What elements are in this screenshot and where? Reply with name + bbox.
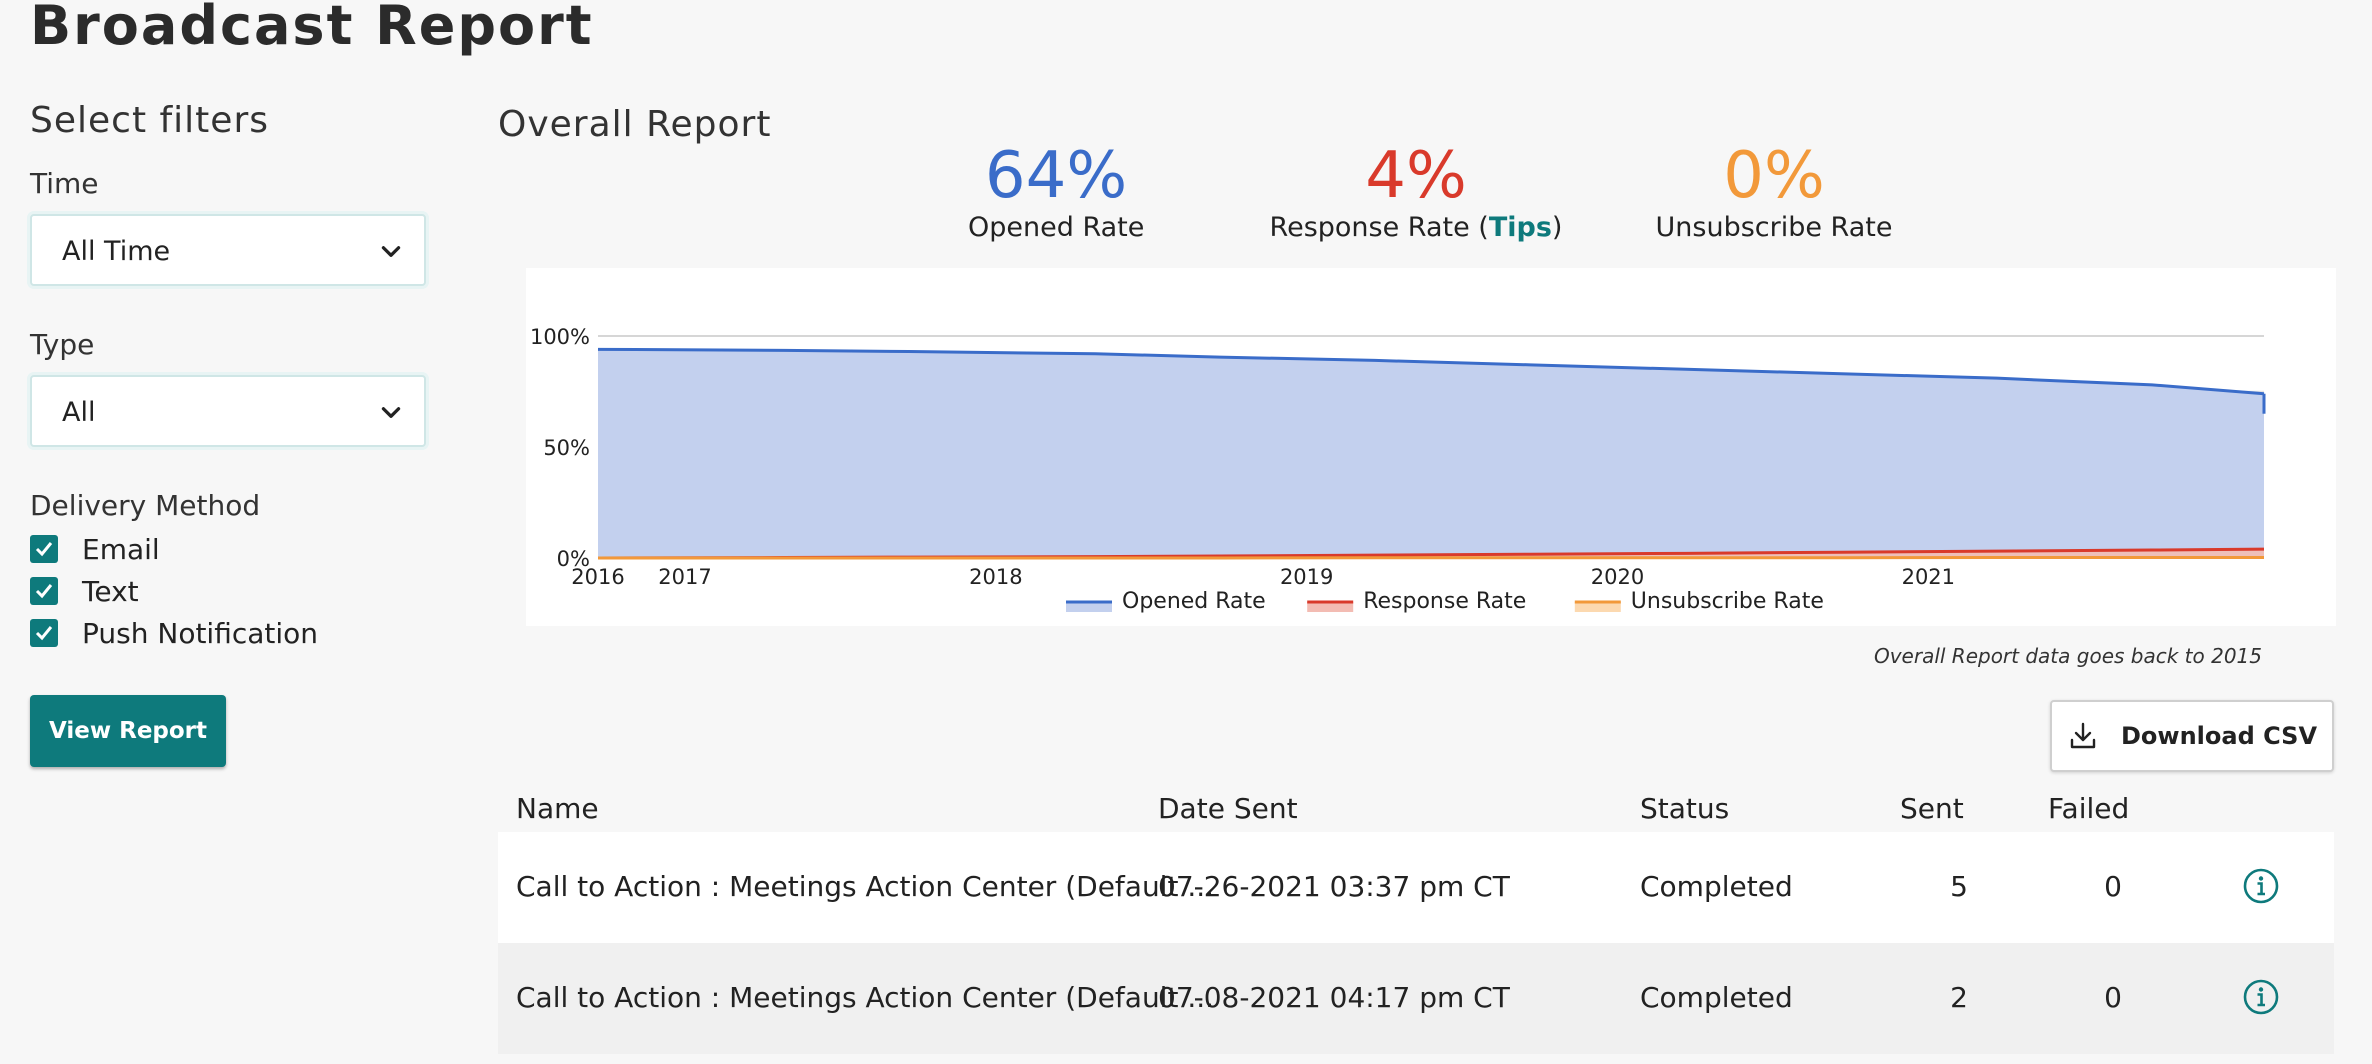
x-tick-label: 2018 <box>969 565 1022 589</box>
table-row[interactable]: Call to Action : Meetings Action Center … <box>498 832 2334 943</box>
row-failed: 0 <box>2104 981 2122 1014</box>
series-area-opened-rate <box>598 349 2264 558</box>
legend-swatch <box>1307 602 1354 612</box>
delivery-method-label: Delivery Method <box>30 489 261 522</box>
legend-label: Unsubscribe Rate <box>1631 589 1824 614</box>
checkmark-icon <box>35 542 53 557</box>
header-name[interactable]: Name <box>516 792 599 825</box>
checkmark-icon <box>35 626 53 641</box>
x-tick-label: 2021 <box>1902 565 1955 589</box>
response-rate-value: 4% <box>1365 139 1467 213</box>
response-rate-label: Response Rate (Tips) <box>1268 212 1564 244</box>
overall-report-chart: 0% 50% 100% 2016 2017 2018 2019 2020 2021 Opened … <box>526 268 2336 626</box>
x-tick-label: 2020 <box>1591 565 1644 589</box>
response-rate-label-text: Response Rate ( <box>1269 212 1489 243</box>
view-report-button[interactable]: View Report <box>30 695 226 767</box>
legend-swatch <box>1066 602 1112 612</box>
opened-rate-value: 64% <box>984 139 1128 213</box>
time-select[interactable]: All Time <box>30 214 426 286</box>
table-row[interactable]: Call to Action : Meetings Action Center … <box>498 943 2334 1054</box>
row-status: Completed <box>1640 981 1793 1014</box>
opened-rate-metric: 64% Opened Rate <box>968 140 1144 244</box>
opened-rate-label: Opened Rate <box>968 212 1145 243</box>
row-name: Call to Action : Meetings Action Center … <box>516 981 1215 1014</box>
text-checkbox[interactable] <box>30 577 58 605</box>
broadcast-table: Name Date Sent Status Sent Failed Call t… <box>498 786 2334 1054</box>
response-rate-metric: 4% Response Rate (Tips) <box>1268 140 1564 244</box>
row-failed: 0 <box>2104 870 2122 903</box>
filters-panel: Select filters Time All Time Type All De… <box>30 100 450 654</box>
time-select-value: All Time <box>62 236 171 267</box>
row-name: Call to Action : Meetings Action Center … <box>516 870 1215 903</box>
y-tick-label: 100% <box>530 325 590 349</box>
checkmark-icon <box>35 584 53 599</box>
x-tick-label: 2019 <box>1280 565 1333 589</box>
unsubscribe-rate-value: 0% <box>1723 139 1825 213</box>
info-icon[interactable] <box>2242 978 2280 1016</box>
tips-link[interactable]: Tips <box>1488 212 1552 243</box>
download-icon <box>2070 722 2096 749</box>
x-tick-label: 2017 <box>658 565 711 589</box>
row-status: Completed <box>1640 870 1793 903</box>
header-status[interactable]: Status <box>1640 792 1730 825</box>
legend-swatch <box>1574 602 1621 612</box>
delivery-option-text[interactable]: Text <box>30 570 450 612</box>
download-csv-label: Download CSV <box>2120 722 2318 750</box>
email-checkbox[interactable] <box>30 535 58 563</box>
row-sent: 2 <box>1950 981 1968 1014</box>
info-icon[interactable] <box>2242 867 2280 905</box>
page-title: Broadcast Report <box>30 0 594 57</box>
download-csv-button[interactable]: Download CSV <box>2050 700 2334 772</box>
delivery-option-push[interactable]: Push Notification <box>30 612 450 654</box>
delivery-option-email[interactable]: Email <box>30 528 450 570</box>
series-line-opened-rate <box>597 347 2265 396</box>
type-select-value: All <box>62 397 96 428</box>
text-option-label: Text <box>82 574 139 608</box>
header-date-sent[interactable]: Date Sent <box>1158 792 1298 825</box>
y-tick-label: 0% <box>557 547 590 571</box>
table-header: Name Date Sent Status Sent Failed <box>498 786 2334 832</box>
header-sent[interactable]: Sent <box>1900 792 1964 825</box>
type-label: Type <box>30 328 95 361</box>
x-tick-label: 2016 <box>571 565 624 589</box>
y-tick-label: 50% <box>543 436 590 460</box>
row-date-sent: 07-26-2021 03:37 pm CT <box>1158 870 1510 903</box>
type-select[interactable]: All <box>30 375 426 447</box>
push-notification-checkbox[interactable] <box>30 619 58 647</box>
response-rate-label-close: ) <box>1551 212 1563 243</box>
legend-label: Response Rate <box>1363 589 1526 614</box>
chevron-down-icon <box>381 246 401 257</box>
unsubscribe-rate-label: Unsubscribe Rate <box>1655 212 1893 243</box>
filters-heading: Select filters <box>30 100 269 141</box>
chart-svg: 0% 50% 100% 2016 2017 2018 2019 2020 2021 Opened … <box>530 325 2266 614</box>
time-label: Time <box>30 167 99 200</box>
header-failed[interactable]: Failed <box>2048 792 2130 825</box>
delivery-method-options: Email Text Push Notification <box>30 528 450 654</box>
unsubscribe-rate-metric: 0% Unsubscribe Rate <box>1654 140 1894 244</box>
chevron-down-icon <box>381 407 401 418</box>
chart-note: Overall Report data goes back to 2015 <box>1873 644 2262 668</box>
email-option-label: Email <box>82 532 160 566</box>
overall-report-title: Overall Report <box>498 104 772 145</box>
row-sent: 5 <box>1950 870 1968 903</box>
series-area-response-rate <box>598 549 2264 558</box>
push-option-label: Push Notification <box>82 616 319 650</box>
legend-label: Opened Rate <box>1122 589 1266 614</box>
row-date-sent: 07-08-2021 04:17 pm CT <box>1158 981 1510 1014</box>
